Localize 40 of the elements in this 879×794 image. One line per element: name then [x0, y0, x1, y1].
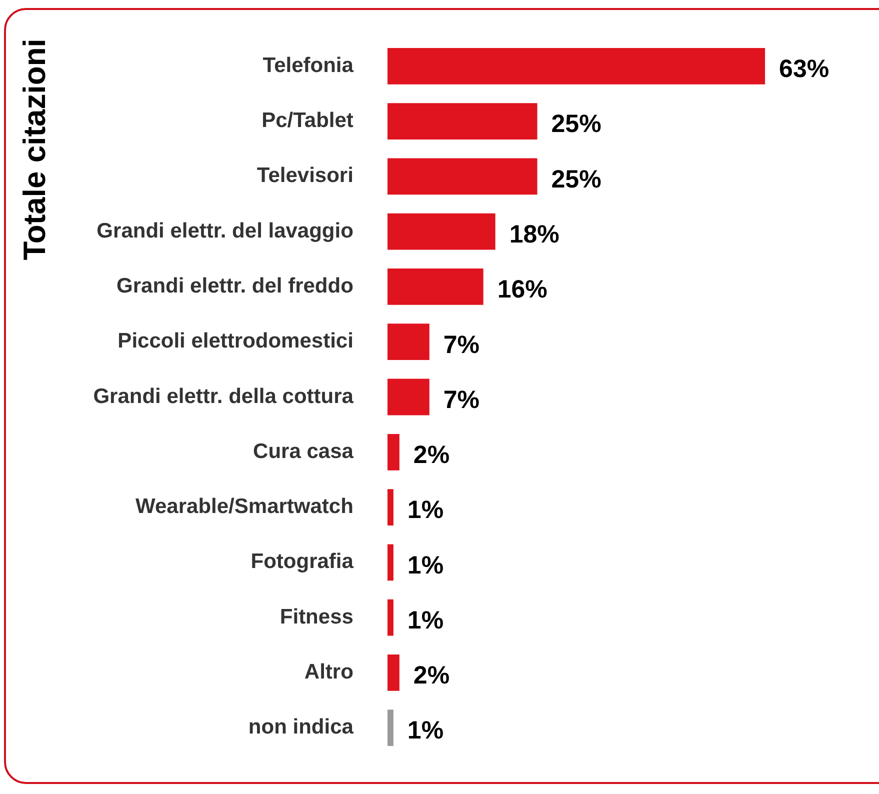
data-label: 1%: [407, 551, 444, 580]
y-tick-label: Grandi elettr. del freddo: [116, 274, 354, 298]
y-tick-label: Pc/Tablet: [262, 109, 354, 132]
data-label: 25%: [551, 165, 602, 194]
data-label: 7%: [443, 386, 480, 414]
y-tick-label: Wearable/Smartwatch: [136, 495, 354, 518]
bar: [387, 48, 766, 84]
data-label: 2%: [413, 441, 450, 470]
y-tick-label: Piccoli elettrodomestici: [118, 330, 354, 353]
bar: [387, 654, 400, 691]
y-tick-label: Grandi elettr. del lavaggio: [96, 219, 354, 242]
bar: [387, 103, 538, 140]
bar: [387, 213, 496, 250]
y-tick-label: Grandi elettr. della cottura: [93, 384, 354, 408]
data-label: 1%: [407, 716, 444, 745]
bar: [387, 599, 394, 636]
bar: [387, 158, 538, 195]
bar: [387, 268, 484, 305]
data-label: 25%: [551, 110, 602, 138]
y-tick-label: Fotografia: [250, 550, 354, 574]
data-label: 16%: [497, 276, 548, 304]
bar: [387, 434, 400, 470]
y-tick-label: Televisori: [256, 164, 354, 188]
data-label: 63%: [779, 55, 830, 84]
bar: [387, 324, 430, 360]
y-axis-title: Totale citazioni: [17, 38, 52, 260]
y-tick-label: Telefonia: [262, 54, 354, 77]
bar: [387, 544, 394, 581]
data-label: 1%: [407, 606, 444, 634]
y-tick-label: non indica: [248, 716, 354, 739]
data-label: 2%: [413, 662, 450, 690]
bar: [387, 489, 394, 526]
y-tick-label: Altro: [304, 660, 354, 684]
y-tick-label: Cura casa: [253, 440, 354, 463]
data-label: 7%: [443, 330, 480, 359]
bar: [387, 378, 430, 416]
data-label: 18%: [509, 220, 560, 248]
data-label: 1%: [407, 496, 444, 524]
y-tick-label: Fitness: [280, 605, 354, 628]
bar: [387, 710, 394, 746]
